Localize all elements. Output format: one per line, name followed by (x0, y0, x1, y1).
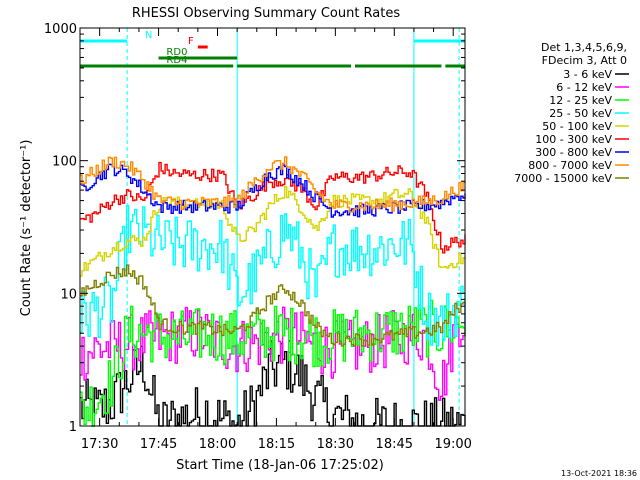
series-line-1 (80, 306, 466, 401)
x-axis-label: Start Time (18-Jan-06 17:25:02) (176, 458, 384, 473)
legend-label-3: 25 - 50 keV (549, 107, 612, 120)
series-line-5 (80, 161, 466, 254)
legend-header-line-2: FDecim 3, Att 0 (542, 54, 627, 67)
y-tick-label-1: 10 (60, 287, 77, 302)
legend-label-4: 50 - 100 keV (542, 120, 612, 133)
y-tick-label-2: 100 (52, 155, 77, 170)
x-axis-ticks: 17:30 17:45 18:00 18:15 18:30 18:45 19:00 (79, 28, 472, 452)
x-tick-label-1: 17:45 (140, 437, 177, 452)
footer-timestamp: 13-Oct-2021 18:36 (561, 469, 637, 478)
flag-label-2: RD4 (166, 55, 187, 66)
series-line-4 (80, 186, 466, 277)
series-line-8 (80, 264, 466, 347)
legend-label-5: 100 - 300 keV (535, 133, 612, 146)
y-tick-label-3: 1000 (44, 22, 77, 37)
legend-label-0: 3 - 6 keV (563, 68, 612, 81)
legend: Det 1,3,4,5,6,9, FDecim 3, Att 0 3 - 6 k… (514, 41, 629, 185)
plot-frame (79, 27, 466, 427)
legend-label-2: 12 - 25 keV (549, 94, 612, 107)
legend-label-8: 7000 - 15000 keV (514, 172, 612, 185)
legend-header-line-1: Det 1,3,4,5,6,9, (541, 41, 627, 54)
x-tick-label-4: 18:30 (317, 437, 354, 452)
y-tick-label-0: 1 (69, 420, 77, 435)
y-axis-label: Count Rate (s⁻¹ detector⁻¹) (19, 140, 34, 317)
legend-label-1: 6 - 12 keV (556, 81, 612, 94)
series-line-7 (80, 156, 466, 213)
x-tick-label-5: 18:45 (376, 437, 413, 452)
legend-label-6: 300 - 800 keV (535, 146, 612, 159)
legend-label-7: 800 - 7000 keV (528, 159, 612, 172)
x-tick-label-3: 18:15 (258, 437, 295, 452)
series-line-2 (80, 299, 466, 427)
x-tick-label-2: 18:00 (199, 437, 236, 452)
flag-label-3: F (188, 36, 194, 47)
y-axis-ticks: 1 10 100 1000 (44, 22, 465, 435)
chart-title: RHESSI Observing Summary Count Rates (132, 6, 401, 21)
x-tick-label-6: 19:00 (434, 437, 471, 452)
data-series (80, 156, 466, 427)
flag-label-0: N (145, 30, 152, 41)
flag-label-1: RD0 (166, 47, 187, 58)
series-line-3 (80, 205, 466, 347)
x-tick-label-0: 17:30 (81, 437, 118, 452)
